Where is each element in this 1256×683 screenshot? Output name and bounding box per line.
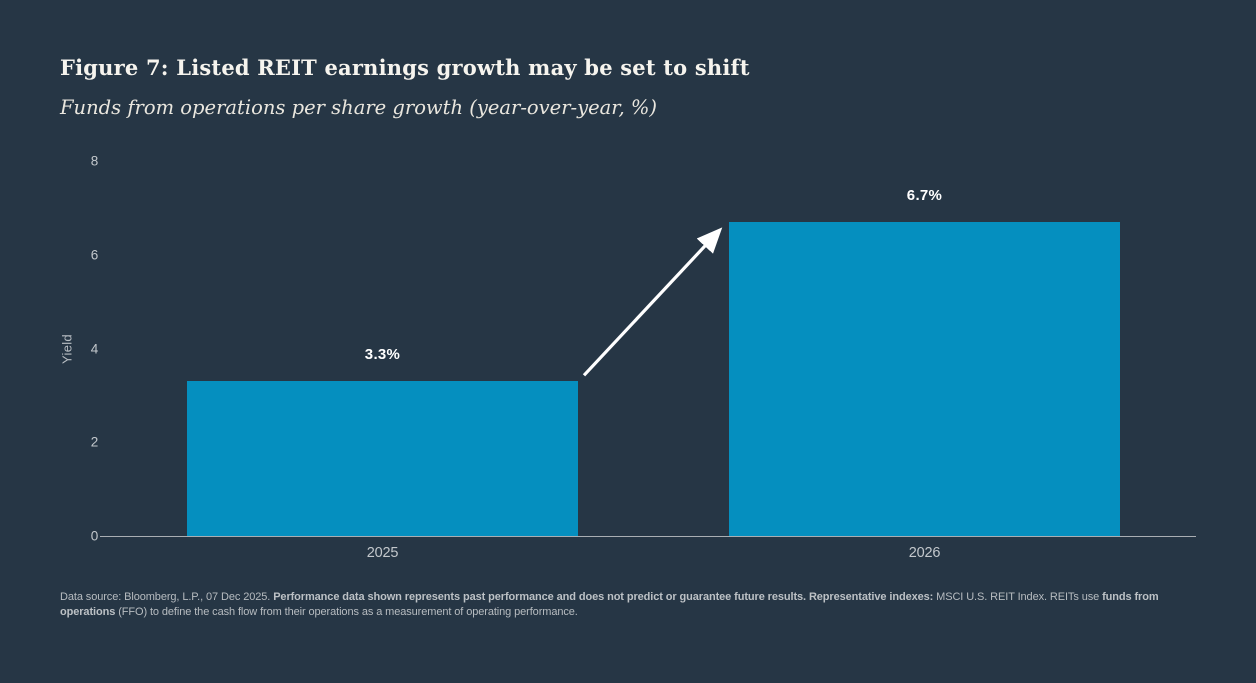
bar-2026: [729, 221, 1120, 536]
source-note-segment: MSCI U.S. REIT Index. REITs use: [933, 591, 1103, 603]
y-tick-0: 0: [90, 528, 99, 544]
y-tick-4: 4: [90, 341, 99, 356]
y-tick-2: 2: [90, 434, 99, 450]
figure-subtitle: Funds from operations per share growth (…: [60, 96, 658, 119]
figure-title: Figure 7: Listed REIT earnings growth ma…: [60, 55, 750, 80]
source-note-segment: (FFO) to define the cash flow from their…: [115, 605, 578, 618]
value-label-2026: 6.7%: [906, 186, 943, 204]
y-tick-8: 8: [90, 153, 99, 169]
source-note-segment: Data source: Bloomberg, L.P., 07 Dec 202…: [60, 591, 274, 603]
x-tick-2025: 2025: [366, 545, 399, 561]
source-note-bold-segment: funds from operations: [60, 591, 1159, 618]
x-tick-2026: 2026: [908, 545, 941, 561]
source-note-bold-segment: Performance data shown represents past p…: [273, 591, 934, 603]
source-note: Data source: Bloomberg, L.P., 07 Dec 202…: [60, 590, 1198, 619]
x-axis-line: [100, 536, 1196, 537]
value-label-2025: 3.3%: [364, 346, 401, 364]
bar-2025: [187, 381, 578, 536]
y-tick-6: 6: [90, 247, 99, 263]
